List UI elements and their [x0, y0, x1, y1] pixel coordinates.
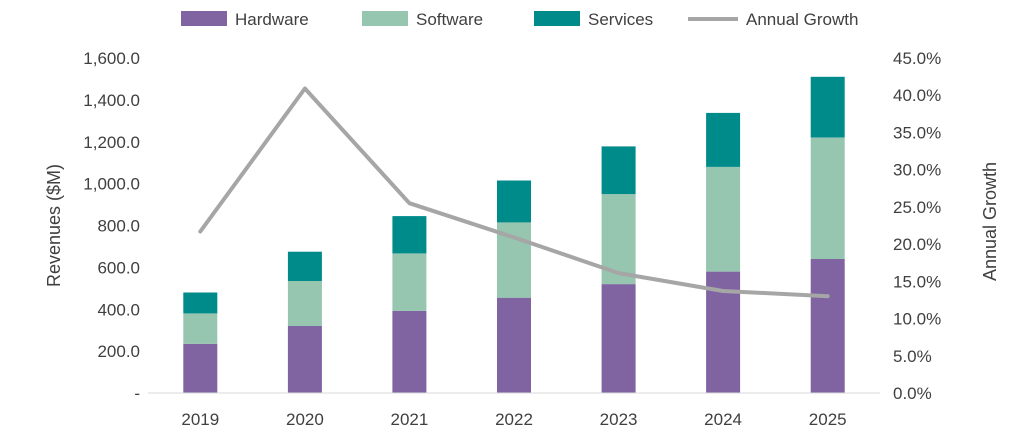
y-tick-label: 1,000.0	[83, 175, 140, 194]
x-tick-label: 2022	[495, 410, 533, 429]
growth-line-group	[198, 86, 830, 299]
y2-tick-label: 10.0%	[893, 310, 941, 329]
y-tick-label: 200.0	[97, 342, 140, 361]
y-tick-label: 400.0	[97, 300, 140, 319]
y-axis-title: Revenues ($M)	[44, 164, 64, 287]
bar-services-2025	[810, 76, 845, 138]
bar-hardware-2020	[287, 326, 322, 393]
bar-software-2021	[392, 253, 427, 311]
bar-hardware-2023	[601, 284, 636, 393]
x-tick-label: 2024	[704, 410, 742, 429]
y-tick-label: 600.0	[97, 258, 140, 277]
y-tick-label: 1,600.0	[83, 49, 140, 68]
legend-label-annual-growth: Annual Growth	[746, 10, 858, 29]
legend-swatch-hardware	[181, 11, 227, 26]
y2-tick-label: 25.0%	[893, 198, 941, 217]
bar-software-2020	[287, 281, 322, 326]
y-tick-label: 800.0	[97, 217, 140, 236]
legend-label-hardware: Hardware	[235, 10, 309, 29]
y-tick-label: 1,400.0	[83, 91, 140, 110]
bar-services-2020	[287, 251, 322, 281]
x-tick-label: 2025	[809, 410, 847, 429]
y2-tick-label: 30.0%	[893, 161, 941, 180]
legend: Hardware Software Services Annual Growth	[181, 10, 858, 29]
legend-swatch-services	[534, 11, 580, 26]
bar-software-2025	[810, 137, 845, 259]
legend-label-services: Services	[588, 10, 653, 29]
legend-swatch-software	[362, 11, 408, 26]
bar-services-2021	[392, 216, 427, 254]
bar-group	[183, 76, 845, 393]
y-tick-label: -	[134, 384, 140, 403]
legend-label-software: Software	[416, 10, 483, 29]
bar-services-2023	[601, 146, 636, 195]
bar-hardware-2019	[183, 343, 218, 393]
bar-hardware-2022	[497, 297, 531, 393]
x-tick-label: 2023	[600, 410, 638, 429]
y2-tick-label: 15.0%	[893, 272, 941, 291]
bar-software-2019	[183, 313, 218, 344]
bar-services-2022	[497, 180, 531, 223]
y2-tick-label: 0.0%	[893, 384, 932, 403]
bar-services-2019	[183, 292, 218, 314]
y-tick-label: 1,200.0	[83, 133, 140, 152]
y2-tick-label: 20.0%	[893, 235, 941, 254]
y2-tick-label: 45.0%	[893, 49, 941, 68]
y2-axis-title: Annual Growth	[980, 162, 1000, 281]
x-tick-label: 2019	[181, 410, 219, 429]
bar-hardware-2021	[392, 310, 427, 393]
bar-services-2024	[706, 112, 741, 167]
x-tick-label: 2020	[286, 410, 324, 429]
y2-tick-label: 5.0%	[893, 347, 932, 366]
bar-software-2024	[706, 166, 741, 272]
axes: 2019 2020 2021 2022 2023 2024 2025 - 200.0 400.0 6…	[83, 49, 941, 429]
y2-tick-label: 35.0%	[893, 123, 941, 142]
bar-hardware-2025	[810, 259, 845, 393]
x-tick-label: 2021	[390, 410, 428, 429]
y2-tick-label: 40.0%	[893, 86, 941, 105]
